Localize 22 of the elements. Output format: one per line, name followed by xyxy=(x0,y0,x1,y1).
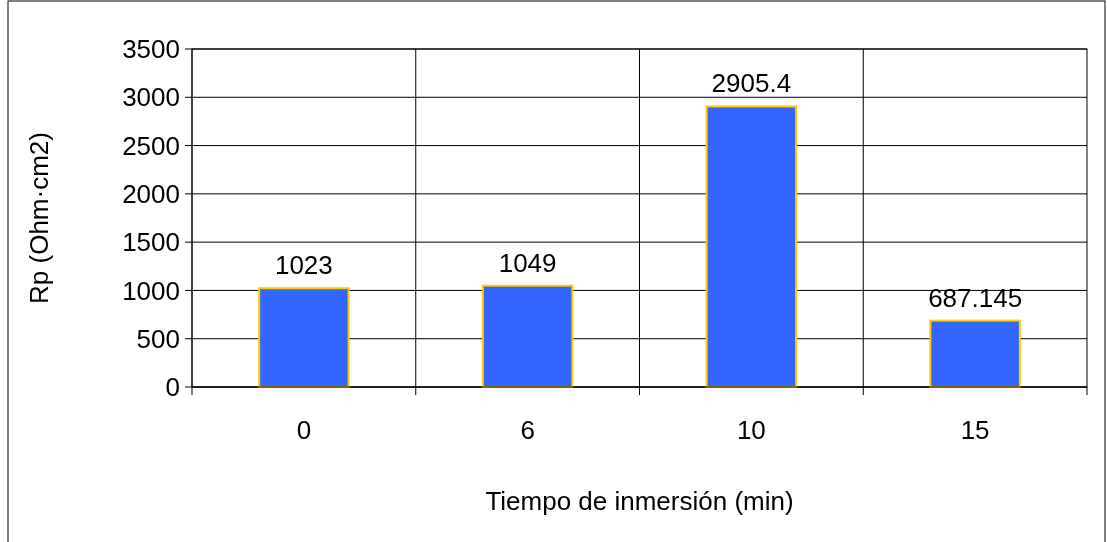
y-tick-label: 2000 xyxy=(122,178,180,209)
data-label: 1049 xyxy=(498,247,557,278)
bar xyxy=(481,284,574,388)
x-axis-title: Tiempo de inmersión (min) xyxy=(485,486,794,516)
y-tick-label: 3000 xyxy=(122,82,180,113)
x-tick-label: 10 xyxy=(736,415,766,445)
bar xyxy=(258,287,350,388)
y-tick-label: 500 xyxy=(136,323,180,354)
data-label: 687.145 xyxy=(928,282,1023,313)
y-tick-label: 0 xyxy=(165,372,180,403)
bar xyxy=(929,319,1021,388)
y-axis-title: Rp (Ohm·cm2) xyxy=(24,132,54,304)
data-label: 1023 xyxy=(274,250,333,281)
y-tick-label: 1500 xyxy=(122,227,180,258)
y-tick-label: 3500 xyxy=(122,34,180,65)
y-tick-label: 2500 xyxy=(122,130,180,161)
y-tick-label: 1000 xyxy=(122,275,180,306)
x-tick-label: 6 xyxy=(520,415,535,445)
x-tick-label: 0 xyxy=(296,415,312,445)
data-label: 2905.4 xyxy=(711,68,792,99)
x-tick-label: 15 xyxy=(960,415,990,445)
bar xyxy=(705,105,798,388)
